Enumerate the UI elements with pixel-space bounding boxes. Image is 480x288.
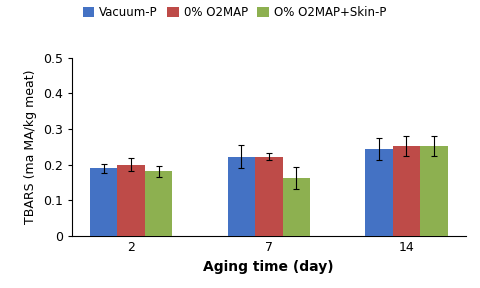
Bar bbox=[393, 146, 420, 236]
Bar bbox=[118, 165, 145, 236]
Bar bbox=[283, 178, 310, 236]
Bar bbox=[228, 157, 255, 236]
Bar bbox=[365, 149, 393, 236]
Y-axis label: TBARS (ma MA/kg meat): TBARS (ma MA/kg meat) bbox=[24, 70, 37, 224]
Bar bbox=[90, 168, 118, 236]
X-axis label: Aging time (day): Aging time (day) bbox=[204, 259, 334, 274]
Bar bbox=[420, 146, 448, 236]
Bar bbox=[255, 157, 283, 236]
Legend: Vacuum-P, 0% O2MAP, O% O2MAP+Skin-P: Vacuum-P, 0% O2MAP, O% O2MAP+Skin-P bbox=[78, 1, 391, 23]
Bar bbox=[145, 171, 172, 236]
